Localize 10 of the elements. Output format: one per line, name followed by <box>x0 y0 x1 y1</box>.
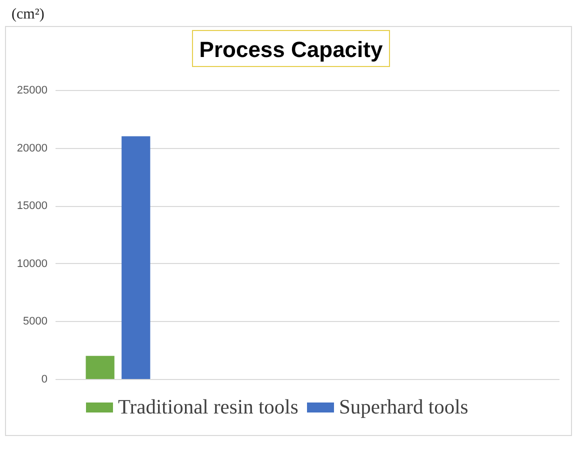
legend-label: Traditional resin tools <box>118 396 298 418</box>
chart-title: Process Capacity <box>199 37 384 62</box>
y-tick-label: 15000 <box>16 200 48 212</box>
y-tick-label: 5000 <box>23 316 48 328</box>
y-tick-label: 20000 <box>16 142 48 154</box>
y-tick-label: 25000 <box>16 84 48 96</box>
y-tick-label: 0 <box>41 374 48 386</box>
legend-label: Superhard tools <box>339 396 468 418</box>
y-tick-label: 10000 <box>16 258 48 270</box>
y-axis-title: (cm²) <box>12 6 44 22</box>
